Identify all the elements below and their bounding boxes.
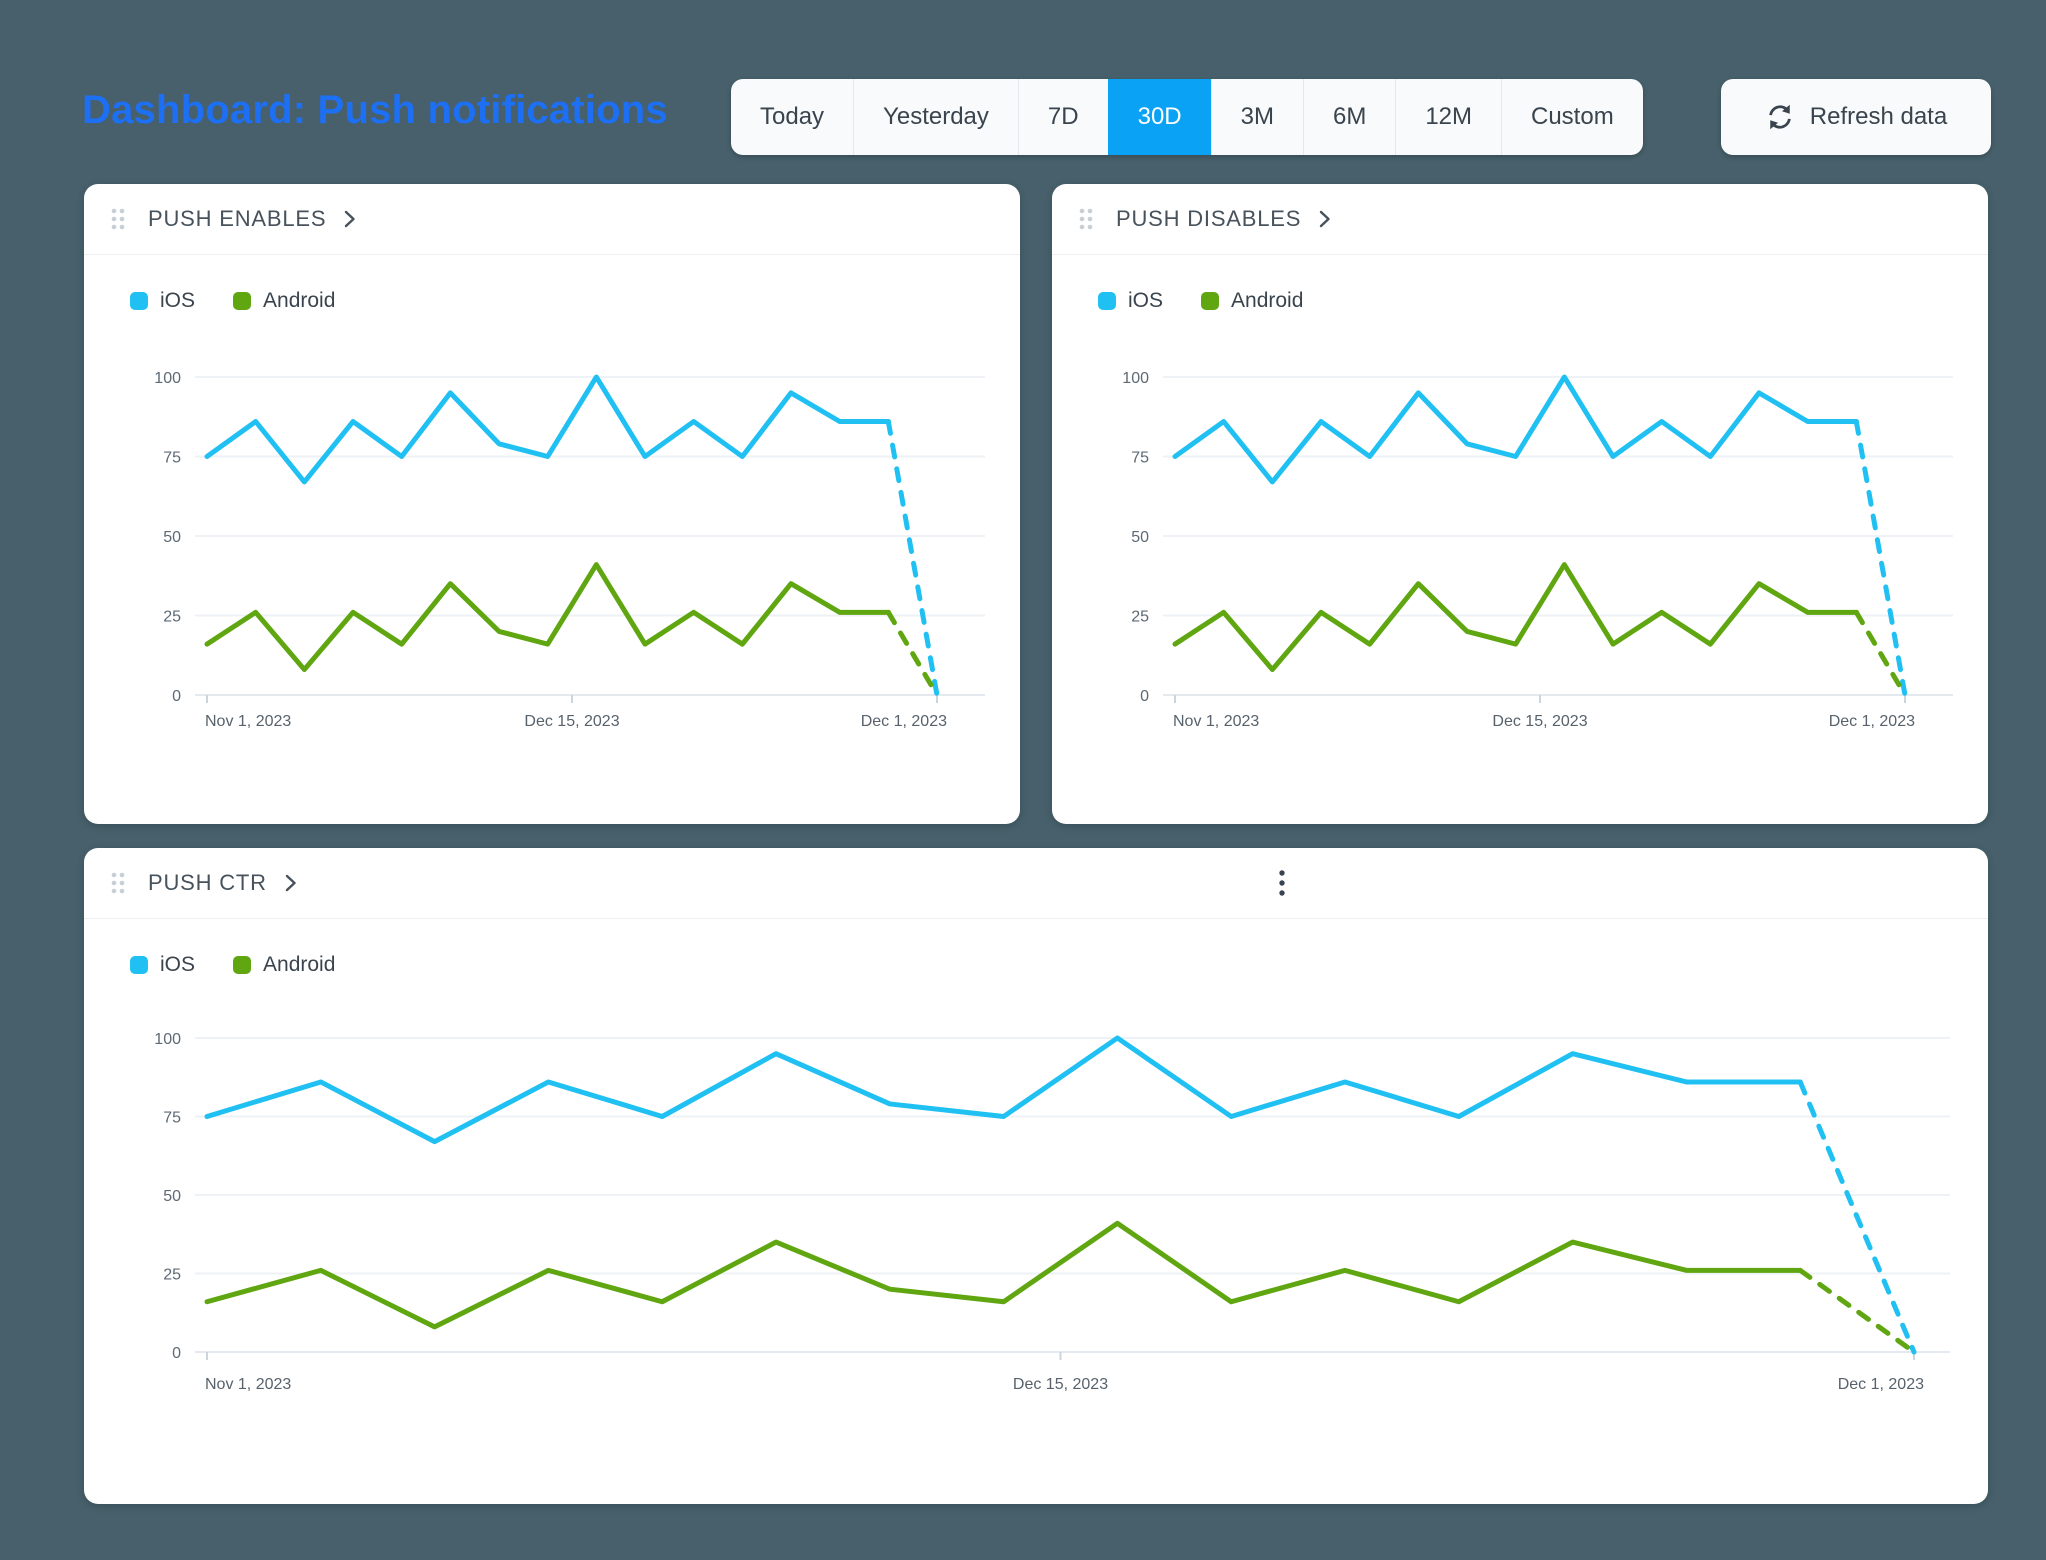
legend-label: iOS [160,289,196,312]
card-header: PUSH CTR [84,848,1988,919]
time-range-option-7d[interactable]: 7D [1017,79,1108,155]
refresh-button[interactable]: Refresh data [1721,79,1991,155]
time-range-option-yesterday[interactable]: Yesterday [853,79,1018,155]
time-range-option-12m[interactable]: 12M [1395,79,1501,155]
y-tick-label-75: 75 [163,1110,181,1127]
legend-label: iOS [160,953,196,976]
series-line-android [204,562,891,673]
legend-item-ios[interactable]: iOS [130,953,195,977]
legend-label: Android [1231,289,1304,312]
x-tick-label-0: Nov 1, 2023 [205,713,291,730]
legend-label: Android [263,289,336,312]
legend-swatch-android [233,956,252,974]
y-tick-label-0: 0 [172,1345,181,1362]
time-range-option-today[interactable]: Today [731,79,853,155]
series-projection-dashed-ios [885,419,940,698]
legend-swatch-android [233,292,252,310]
time-range-option-30d[interactable]: 30D [1107,79,1211,155]
legend-label: iOS [1128,289,1164,312]
x-tick-label-0: Nov 1, 2023 [1173,713,1259,730]
time-range-option-3m[interactable]: 3M [1210,79,1303,155]
x-tick-label-2: Dec 1, 2023 [861,713,947,730]
card-title[interactable]: PUSH CTR [148,870,267,895]
legend-swatch-ios [1098,292,1116,310]
x-tick-label-1: Dec 15, 2023 [524,713,619,730]
series-line-ios [1172,374,1859,485]
time-range-option-custom[interactable]: Custom [1501,79,1643,155]
drag-handle-icon[interactable] [110,871,126,895]
drag-handle-icon[interactable] [1078,207,1094,231]
series-projection-dashed-ios [1797,1079,1917,1355]
series-projection-dashed-android [1797,1267,1917,1355]
series-line-ios [204,1035,1803,1145]
y-tick-label-0: 0 [1140,688,1149,705]
y-tick-label-50: 50 [163,1188,181,1205]
card-header: PUSH DISABLES [1052,184,1988,255]
x-tick-label-0: Nov 1, 2023 [205,1376,291,1393]
card-push-enables: PUSH ENABLES iOS Android 0 25 50 75 100 Nov 1,… [84,184,1020,824]
y-tick-label-100: 100 [154,1031,181,1048]
x-tick-label-1: Dec 15, 2023 [1492,713,1587,730]
refresh-label: Refresh data [1809,103,1948,130]
series-projection-dashed-android [885,609,940,698]
y-tick-label-25: 25 [163,1267,181,1284]
chart-push-enables: 0 25 50 75 100 Nov 1, 2023 Dec 15, 2023 Dec 1, … [154,370,985,730]
legend-swatch-android [1201,292,1220,310]
legend-item-ios[interactable]: iOS [130,289,195,313]
legend-swatch-ios [130,956,148,974]
series-projection-dashed-ios [1853,419,1908,698]
legend: iOS Android [130,953,1988,977]
y-tick-label-25: 25 [163,609,181,626]
y-tick-label-50: 50 [163,529,181,546]
legend-label: Android [263,953,336,976]
legend: iOS Android [1098,289,1988,313]
legend-item-android[interactable]: Android [1201,289,1303,313]
kebab-menu-button[interactable] [1272,869,1292,897]
y-tick-label-100: 100 [154,370,181,387]
card-push-disables: PUSH DISABLES iOS Android 0 25 50 75 100 Nov 1… [1052,184,1988,824]
drag-handle-icon[interactable] [110,207,126,231]
y-tick-label-75: 75 [1131,450,1149,467]
series-line-ios [204,374,891,485]
legend-swatch-ios [130,292,148,310]
chevron-right-icon[interactable] [285,873,297,893]
y-tick-label-50: 50 [1131,529,1149,546]
x-tick-label-2: Dec 1, 2023 [1829,713,1915,730]
legend-item-android[interactable]: Android [233,953,335,977]
time-range-selector: Today Yesterday 7D 30D 3M 6M 12M Custom [731,79,1643,155]
legend-item-ios[interactable]: iOS [1098,289,1163,313]
refresh-icon [1765,102,1795,132]
series-projection-dashed-android [1853,609,1908,698]
legend-item-android[interactable]: Android [233,289,335,313]
y-tick-label-25: 25 [1131,609,1149,626]
card-header: PUSH ENABLES [84,184,1020,255]
chevron-right-icon[interactable] [344,209,356,229]
y-tick-label-0: 0 [172,688,181,705]
x-tick-label-2: Dec 1, 2023 [1838,1376,1924,1393]
chart-push-disables: 0 25 50 75 100 Nov 1, 2023 Dec 15, 2023 Dec 1, … [1122,370,1953,730]
y-tick-label-75: 75 [163,450,181,467]
card-title[interactable]: PUSH ENABLES [148,206,327,231]
card-title[interactable]: PUSH DISABLES [1116,206,1302,231]
series-line-android [204,1220,1803,1330]
time-range-option-6m[interactable]: 6M [1302,79,1395,155]
page-title: Dashboard: Push notifications [82,88,668,132]
card-push-ctr: PUSH CTR iOS Android 0 25 50 75 100 Nov 1, 202… [84,848,1988,1504]
series-line-android [1172,562,1859,673]
legend: iOS Android [130,289,1020,313]
y-tick-label-100: 100 [1122,370,1149,387]
chart-push-ctr: 0 25 50 75 100 Nov 1, 2023 Dec 15, 2023 Dec 1, … [154,1031,1950,1393]
chevron-right-icon[interactable] [1319,209,1331,229]
x-tick-label-1: Dec 15, 2023 [1013,1376,1108,1393]
